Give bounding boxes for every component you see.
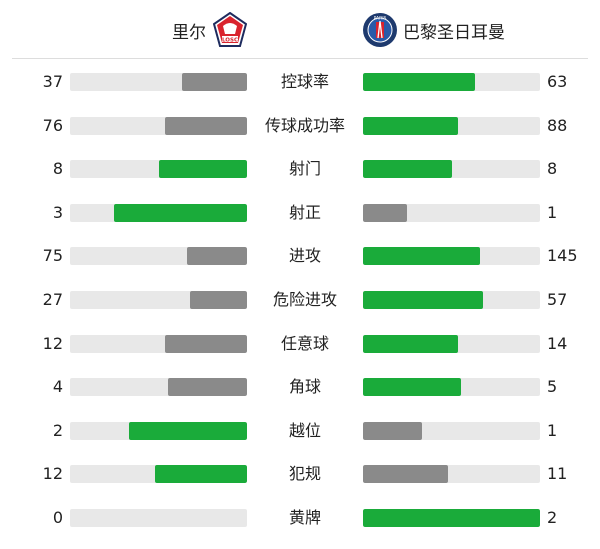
match-header: 里尔 LOSC PARIS 巴黎圣日耳曼 xyxy=(0,0,600,58)
stat-label: 射正 xyxy=(288,202,321,222)
lille-logo-icon: LOSC xyxy=(213,12,247,47)
away-bar-fill xyxy=(363,73,475,91)
away-value: 5 xyxy=(547,377,558,397)
away-bar-fill xyxy=(363,378,462,397)
home-value: 2 xyxy=(52,420,63,440)
away-value: 2 xyxy=(547,508,558,527)
home-bar-fill xyxy=(158,160,247,179)
away-bar-fill xyxy=(363,160,452,179)
stat-label: 进攻 xyxy=(288,246,321,266)
home-bar-fill xyxy=(129,421,247,440)
home-value: 75 xyxy=(42,246,63,266)
home-bar-fill xyxy=(154,465,247,484)
home-value: 8 xyxy=(52,159,63,179)
away-bar xyxy=(363,509,540,527)
home-bar-fill xyxy=(165,334,247,353)
home-bar xyxy=(70,160,247,179)
home-value: 37 xyxy=(42,72,63,91)
home-value: 27 xyxy=(42,290,63,309)
stat-row: 8 射门 8 xyxy=(0,160,600,180)
stat-row: 75 进攻 145 xyxy=(0,247,600,267)
home-value: 4 xyxy=(52,377,63,397)
home-bar-fill xyxy=(190,291,247,309)
stat-label: 犯规 xyxy=(288,464,321,484)
stat-label: 黄牌 xyxy=(288,508,321,527)
away-value: 1 xyxy=(547,202,558,222)
away-value: 57 xyxy=(547,290,568,309)
home-bar xyxy=(70,421,247,440)
home-value: 12 xyxy=(42,464,63,484)
away-bar xyxy=(363,116,540,135)
home-value: 3 xyxy=(52,202,63,222)
home-bar xyxy=(70,334,247,353)
home-bar-fill xyxy=(181,73,247,91)
home-bar xyxy=(70,291,247,309)
away-bar-fill xyxy=(363,203,408,222)
home-bar-fill xyxy=(186,247,247,266)
away-bar-fill xyxy=(363,334,459,353)
home-value: 0 xyxy=(52,508,63,527)
stat-row: 3 射正 1 xyxy=(0,202,600,224)
away-bar-fill xyxy=(363,421,422,440)
away-bar xyxy=(363,334,540,353)
away-bar-fill xyxy=(363,509,540,527)
away-bar xyxy=(363,73,540,91)
home-team-name: 里尔 xyxy=(172,23,206,43)
away-bar xyxy=(363,378,540,397)
stat-row: 0 黄牌 2 xyxy=(0,509,600,529)
away-bar-fill xyxy=(363,465,448,484)
header-divider xyxy=(12,58,588,59)
home-bar xyxy=(70,116,247,135)
home-value: 12 xyxy=(42,333,63,353)
home-bar xyxy=(70,465,247,484)
stat-row: 4 角球 5 xyxy=(0,378,600,398)
away-bar xyxy=(363,291,540,309)
home-bar xyxy=(70,378,247,397)
stat-row: 37 控球率 63 xyxy=(0,73,600,93)
stat-row: 27 危险进攻 57 xyxy=(0,291,600,311)
home-bar-fill xyxy=(164,116,247,135)
stat-label: 控球率 xyxy=(280,72,329,91)
away-value: 8 xyxy=(547,159,558,179)
away-team-name: 巴黎圣日耳曼 xyxy=(403,23,505,43)
stat-row: 76 传球成功率 88 xyxy=(0,115,600,137)
stat-label: 角球 xyxy=(288,377,321,397)
away-bar xyxy=(363,421,540,440)
away-bar-fill xyxy=(363,116,458,135)
stat-label: 任意球 xyxy=(280,333,329,353)
away-bar-fill xyxy=(363,291,484,309)
home-value: 76 xyxy=(42,115,63,135)
stat-label: 越位 xyxy=(288,420,321,440)
away-value: 145 xyxy=(547,246,578,266)
psg-logo-icon: PARIS xyxy=(363,13,397,47)
stat-row: 2 越位 1 xyxy=(0,420,600,442)
stat-label: 射门 xyxy=(288,159,321,179)
svg-text:LOSC: LOSC xyxy=(222,38,238,44)
stat-row: 12 任意球 14 xyxy=(0,333,600,355)
away-bar-fill xyxy=(363,247,480,266)
away-value: 11 xyxy=(547,464,568,484)
home-bar xyxy=(70,203,247,222)
away-bar xyxy=(363,465,540,484)
stat-label: 危险进攻 xyxy=(272,290,337,309)
stat-row: 12 犯规 11 xyxy=(0,465,600,485)
away-value: 14 xyxy=(547,333,568,353)
away-bar xyxy=(363,203,540,222)
stat-label: 传球成功率 xyxy=(264,115,345,135)
away-value: 1 xyxy=(547,420,558,440)
away-bar xyxy=(363,160,540,179)
home-bar-fill xyxy=(168,378,247,397)
home-bar-fill xyxy=(114,203,247,222)
away-value: 88 xyxy=(547,115,568,135)
away-bar xyxy=(363,247,540,266)
svg-text:PARIS: PARIS xyxy=(374,16,387,22)
home-bar xyxy=(70,73,247,91)
away-value: 63 xyxy=(547,72,568,91)
home-bar xyxy=(70,509,247,527)
home-bar xyxy=(70,247,247,266)
